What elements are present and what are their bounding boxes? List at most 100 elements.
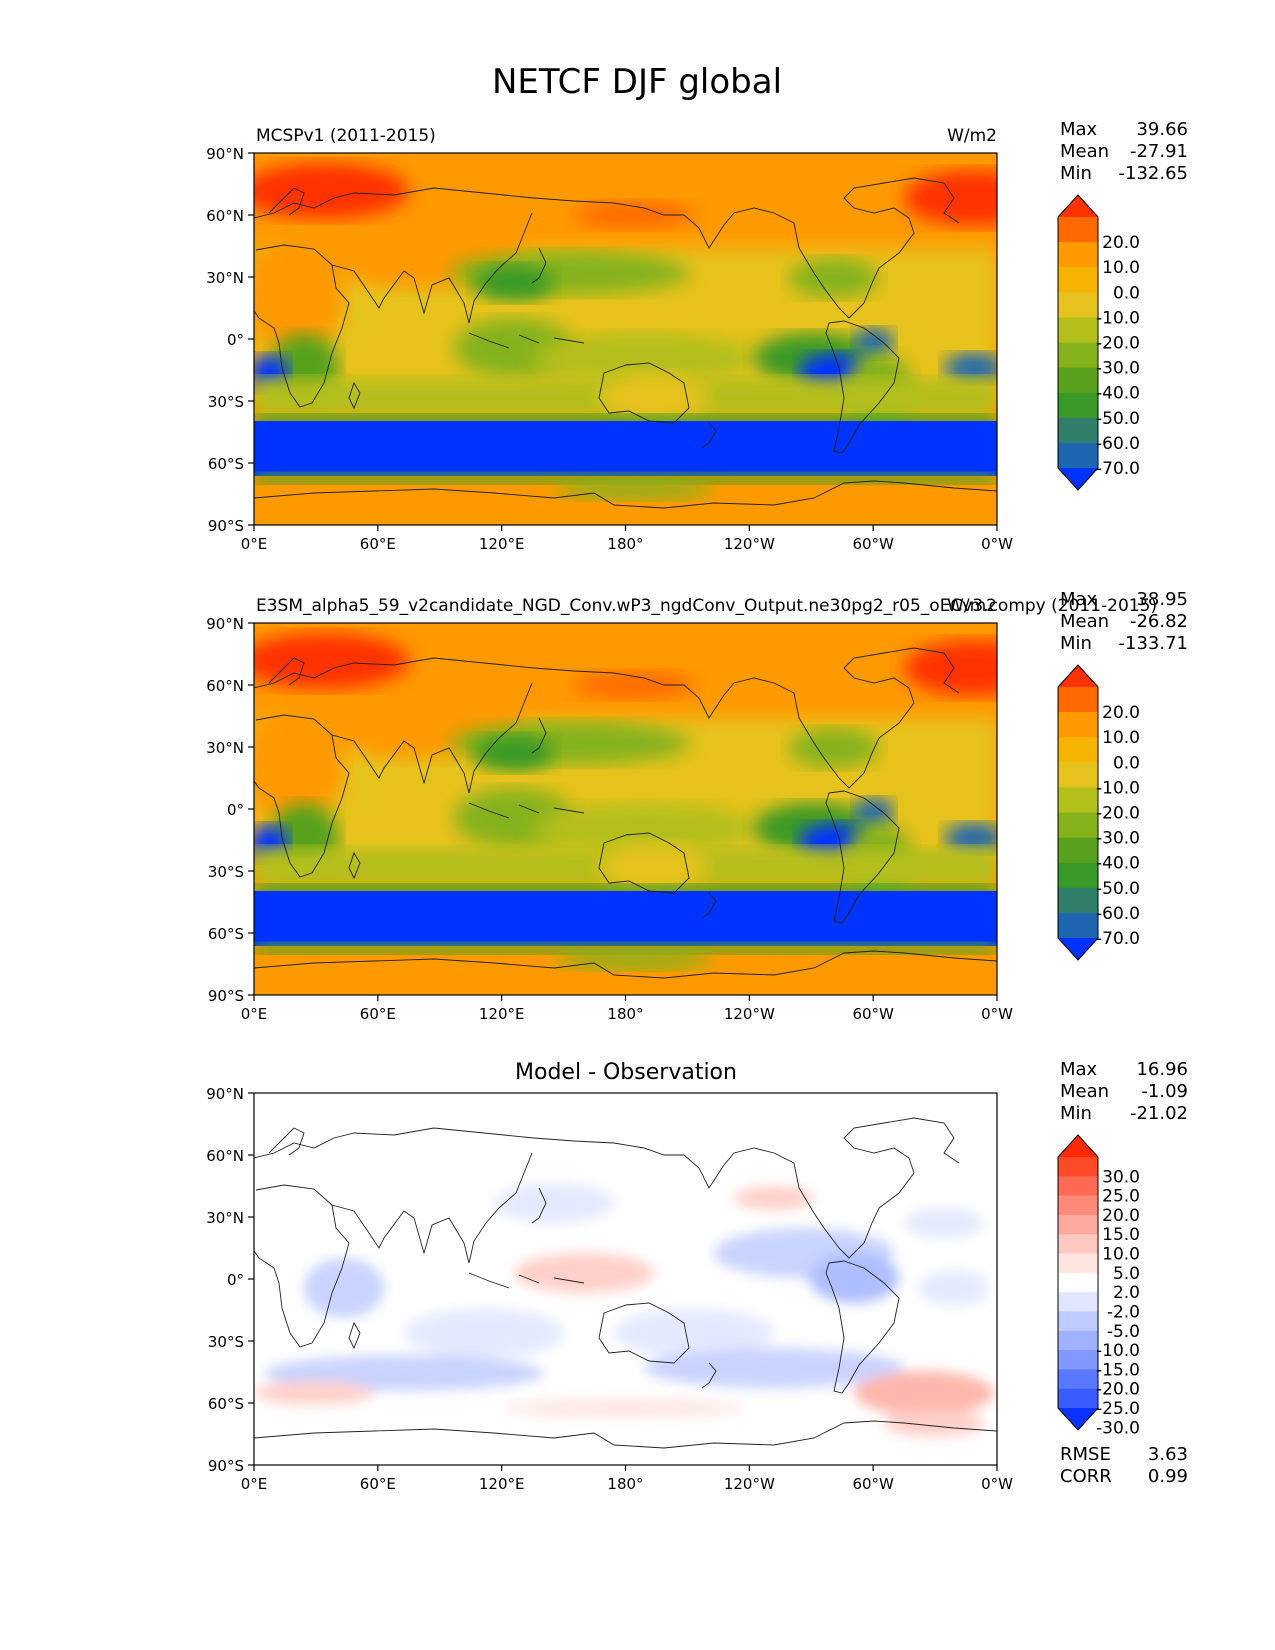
colorbar-segment — [1058, 1253, 1098, 1274]
colorbar-tick-label: 0.0 — [1113, 283, 1140, 303]
colorbar-segment — [1058, 1195, 1098, 1216]
lon-tick-label: 60°E — [360, 1005, 396, 1023]
lat-tick-label: 30°N — [206, 739, 244, 757]
map-field-difference — [254, 1093, 997, 1465]
panel-title-right: W/m2 — [947, 596, 997, 616]
lon-tick-label: 0°W — [981, 1005, 1013, 1023]
colorbar-tick-label: -70.0 — [1096, 929, 1140, 949]
colorbar-outline — [1057, 194, 1099, 491]
colorbar-tick-label: -30.0 — [1096, 359, 1140, 379]
lon-tick-label: 0°E — [241, 535, 268, 553]
colorbar-segment — [1058, 1292, 1098, 1312]
colorbar-extend-max — [1058, 665, 1098, 687]
colorbar-segment — [1058, 1369, 1098, 1390]
lat-tick-label: 60°S — [208, 925, 244, 943]
lon-tick-label: 120°W — [724, 535, 775, 553]
colorbar-segment — [1058, 242, 1098, 268]
lat-tick-label: 90°S — [208, 987, 244, 1005]
map-field-reference — [254, 623, 997, 995]
panel-difference: Model - Observation 90°N 60°N 30°N 0° 30°S 60… — [206, 1059, 1188, 1493]
colorbar-segment — [1058, 342, 1098, 369]
lat-tick-label: 30°S — [208, 1333, 244, 1351]
colorbar-extend-max — [1058, 195, 1098, 217]
stat-value: 0.99 — [1148, 1466, 1188, 1487]
colorbar-tick-label: -20.0 — [1096, 1380, 1140, 1400]
stat-label: CORR — [1060, 1466, 1112, 1487]
colorbar-tick-label: 0.0 — [1113, 753, 1140, 773]
lon-tick-label: 120°W — [724, 1475, 775, 1493]
colorbar-tick-label: -15.0 — [1096, 1360, 1140, 1380]
colorbar-extend-min — [1058, 938, 1098, 960]
lat-tick-label: 60°N — [206, 1147, 244, 1165]
lat-tick-label: 30°N — [206, 1209, 244, 1227]
lon-tick-label: 0°E — [241, 1005, 268, 1023]
lat-tick-label: 30°S — [208, 863, 244, 881]
colorbar-tick-label: -50.0 — [1096, 879, 1140, 899]
panel-title-center: Model - Observation — [515, 1060, 737, 1085]
stat-value: 3.63 — [1148, 1444, 1188, 1465]
colorbar-tick-label: -30.0 — [1096, 1418, 1140, 1438]
lon-tick-label: 180° — [607, 1475, 643, 1493]
lat-tick-label: 30°N — [206, 269, 244, 287]
stat-label: Min — [1060, 633, 1092, 654]
map-field-test — [254, 153, 997, 525]
lon-tick-label: 180° — [607, 535, 643, 553]
colorbar-tick-label: -25.0 — [1096, 1399, 1140, 1419]
colorbar-segment — [1058, 862, 1098, 889]
lat-tick-label: 60°N — [206, 677, 244, 695]
colorbar-tick-label: -70.0 — [1096, 459, 1140, 479]
colorbar-segment — [1058, 687, 1098, 713]
colorbar-segment — [1058, 1272, 1098, 1293]
figure-title: NETCF DJF global — [492, 62, 782, 102]
stat-label: Mean — [1060, 611, 1109, 632]
lon-tick-label: 60°W — [852, 535, 894, 553]
lat-tick-label: 90°S — [208, 517, 244, 535]
stat-value: -1.09 — [1141, 1081, 1188, 1102]
colorbar-segment — [1058, 317, 1098, 343]
lat-tick-label: 60°S — [208, 455, 244, 473]
colorbar-tick-label: 20.0 — [1102, 1206, 1140, 1226]
stat-label: Max — [1060, 119, 1098, 140]
stat-value: 39.66 — [1136, 119, 1188, 140]
colorbar-segment — [1058, 217, 1098, 243]
colorbar-segment — [1058, 417, 1098, 444]
stat-value: -132.65 — [1119, 163, 1188, 184]
colorbar-segment — [1058, 712, 1098, 738]
colorbar-tick-label: 10.0 — [1102, 258, 1140, 278]
lon-tick-label: 120°E — [479, 1005, 525, 1023]
colorbar-tick-label: -40.0 — [1096, 384, 1140, 404]
lon-tick-label: 60°E — [360, 1475, 396, 1493]
colorbar-tick-label: -50.0 — [1096, 409, 1140, 429]
colorbar-extend-min — [1058, 1408, 1098, 1430]
colorbar-tick-label: 5.0 — [1113, 1264, 1140, 1284]
lon-tick-label: 60°W — [852, 1005, 894, 1023]
lat-tick-label: 60°N — [206, 207, 244, 225]
stat-value: -21.02 — [1130, 1103, 1188, 1124]
colorbar-tick-label: -10.0 — [1096, 308, 1140, 328]
stat-label: Mean — [1060, 141, 1109, 162]
colorbar-segment — [1058, 367, 1098, 394]
stat-label: Min — [1060, 1103, 1092, 1124]
stat-label: Mean — [1060, 1081, 1109, 1102]
colorbar-tick-label: -20.0 — [1096, 804, 1140, 824]
lon-tick-label: 180° — [607, 1005, 643, 1023]
colorbar-tick-label: -10.0 — [1096, 778, 1140, 798]
colorbar-segment — [1058, 737, 1098, 763]
lat-tick-label: 90°N — [206, 145, 244, 163]
lat-tick-label: 0° — [227, 801, 244, 819]
lat-tick-label: 0° — [227, 1271, 244, 1289]
colorbar-segment — [1058, 442, 1098, 469]
stat-label: RMSE — [1060, 1444, 1111, 1465]
stat-value: 38.95 — [1136, 589, 1188, 610]
colorbar-segment — [1058, 267, 1098, 293]
colorbar-tick-label: 20.0 — [1102, 233, 1140, 253]
colorbar-segment — [1058, 762, 1098, 788]
lon-tick-label: 120°E — [479, 535, 525, 553]
colorbar-segment — [1058, 1157, 1098, 1177]
panel-title-left: MCSPv1 (2011-2015) — [256, 126, 436, 146]
colorbar-segment — [1058, 1388, 1098, 1409]
lat-tick-label: 90°S — [208, 1457, 244, 1475]
lon-tick-label: 120°W — [724, 1005, 775, 1023]
panel-title-right: W/m2 — [947, 126, 997, 146]
colorbar-extend-max — [1058, 1135, 1098, 1157]
